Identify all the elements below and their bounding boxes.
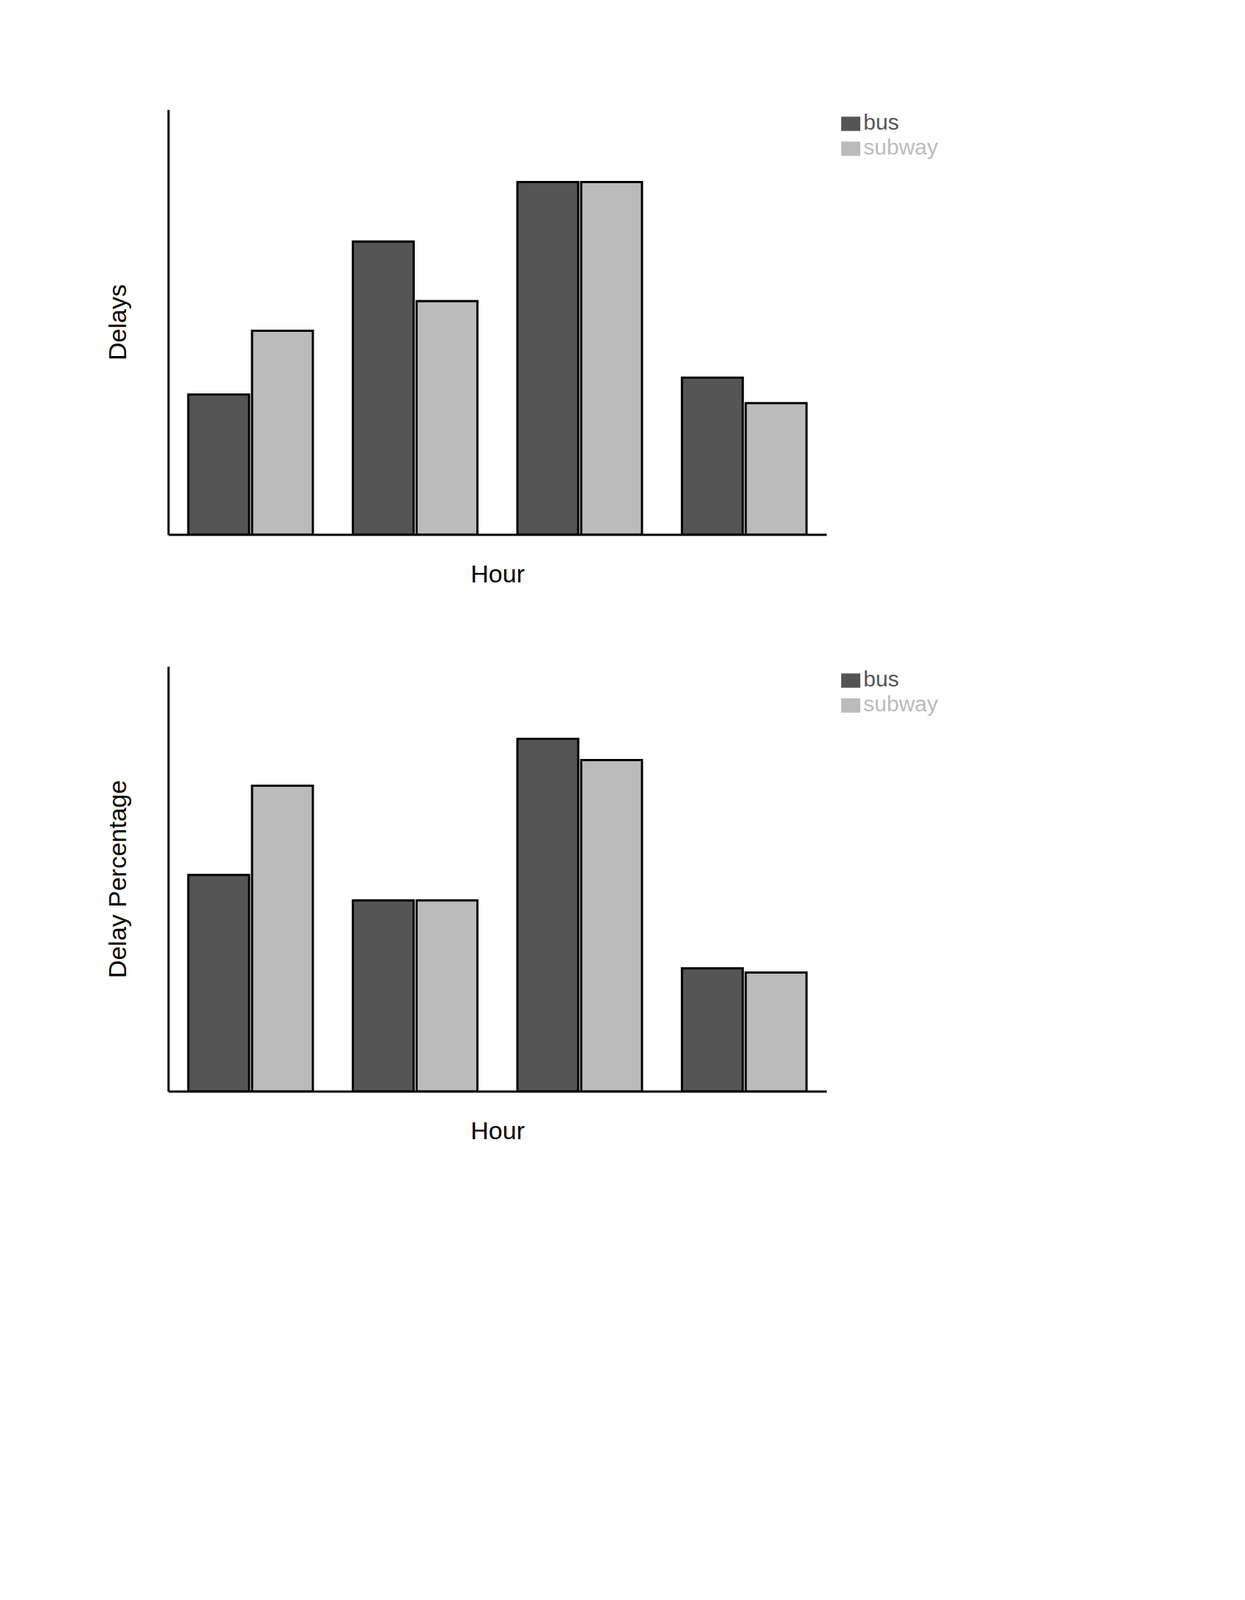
svg-text:Hour: Hour [470, 1116, 525, 1145]
html-text:subway: subway [863, 134, 938, 160]
html-text:bus: bus [863, 109, 899, 135]
html-text:subway: subway [863, 691, 938, 716]
svg-text:Delay Percentage: Delay Percentage [103, 780, 132, 979]
svg-text:Hour: Hour [470, 559, 525, 588]
html-text:bus: bus [863, 666, 899, 692]
svg-text:Delays: Delays [103, 284, 132, 361]
